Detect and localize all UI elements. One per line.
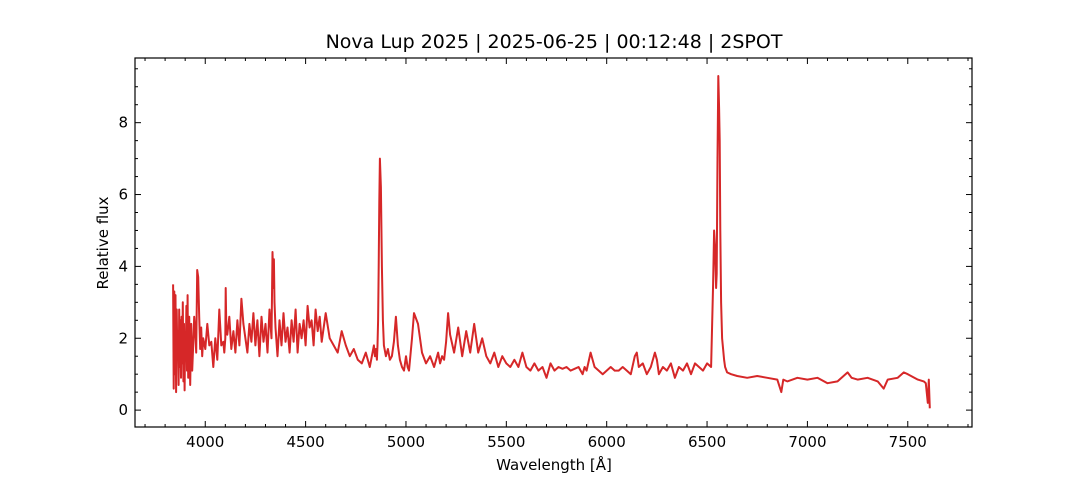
y-tick-label: 0	[118, 401, 128, 419]
axis-ticks	[135, 58, 972, 427]
y-tick-label: 4	[118, 257, 128, 275]
x-tick-label: 7000	[788, 433, 826, 451]
tick-labels: 4000 4500 5000 5500 6000 6500 7000 7500 0 2 4 6 8	[118, 114, 926, 451]
y-tick-label: 6	[118, 186, 128, 204]
x-axis-label: Wavelength [Å]	[496, 455, 612, 474]
x-tick-label: 4000	[186, 433, 224, 451]
plot-area	[172, 75, 931, 409]
y-axis-label: Relative flux	[94, 196, 112, 289]
x-tick-label: 7500	[889, 433, 927, 451]
y-tick-label: 2	[118, 329, 128, 347]
x-tick-label: 4500	[287, 433, 325, 451]
x-tick-label: 5000	[387, 433, 425, 451]
series-line	[172, 75, 931, 409]
x-tick-label: 5500	[487, 433, 525, 451]
x-tick-label: 6500	[688, 433, 726, 451]
x-tick-label: 6000	[588, 433, 626, 451]
plot-frame	[134, 57, 973, 428]
y-tick-label: 8	[118, 114, 128, 132]
chart-title: Nova Lup 2025 | 2025-06-25 | 00:12:48 | …	[326, 31, 783, 53]
